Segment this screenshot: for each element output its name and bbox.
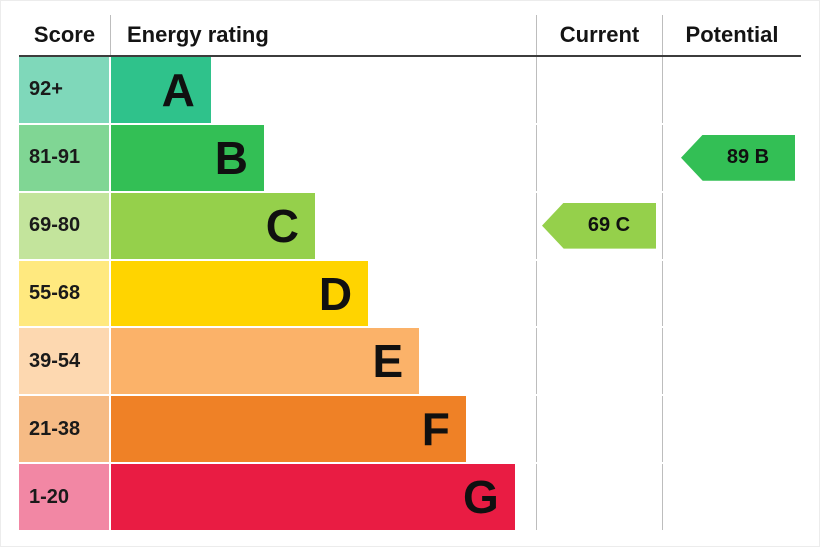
potential-arrow-label: 89 B (726, 146, 770, 169)
band-row: 39-54 E (19, 328, 801, 397)
band-bar: B (111, 124, 264, 191)
header-energy-rating: Energy rating (111, 15, 537, 55)
band-bar: G (111, 464, 515, 531)
potential-cell: 89 B (663, 125, 801, 191)
band-bar-area: E (111, 328, 537, 395)
current-arrow: 69 C (542, 202, 656, 249)
potential-cell (663, 193, 801, 259)
band-letter: E (372, 335, 404, 388)
current-cell (537, 328, 663, 395)
potential-cell (663, 328, 801, 394)
current-cell: 69 C (537, 192, 663, 259)
band-row: 21-38 F (19, 396, 801, 465)
potential-arrow: 89 B (681, 134, 795, 181)
header-score: Score (19, 15, 111, 55)
band-bar-area: G (111, 464, 537, 531)
band-score: 21-38 (19, 396, 111, 463)
chart-header: Score Energy rating Current Potential (19, 15, 801, 57)
current-cell (537, 260, 663, 327)
band-bar-area: B (111, 124, 537, 191)
current-cell (537, 124, 663, 191)
potential-cell (663, 464, 801, 530)
band-score: 69-80 (19, 192, 111, 259)
band-row: 81-91 B 89 B (19, 124, 801, 193)
band-row: 55-68 D (19, 260, 801, 329)
band-score: 81-91 (19, 124, 111, 191)
band-letter: A (161, 63, 195, 116)
potential-cell (663, 261, 801, 327)
chart-body: 92+ A 81-91 B 89 B 69-80 C 69 C 55-68 (19, 57, 801, 531)
band-bar: D (111, 260, 369, 327)
current-cell (537, 57, 663, 123)
band-bar-area: D (111, 260, 537, 327)
potential-cell (663, 57, 801, 123)
band-bar-area: A (111, 57, 537, 123)
current-cell (537, 396, 663, 463)
current-cell (537, 464, 663, 531)
band-letter: D (318, 267, 353, 320)
band-letter: G (462, 471, 499, 524)
band-score: 1-20 (19, 464, 111, 531)
band-bar-area: F (111, 396, 537, 463)
band-bar: A (111, 57, 211, 123)
band-score: 55-68 (19, 260, 111, 327)
band-bar: F (111, 396, 466, 463)
band-score: 92+ (19, 57, 111, 123)
band-letter: C (265, 199, 299, 252)
band-row: 1-20 G (19, 464, 801, 531)
band-row: 69-80 C 69 C (19, 192, 801, 261)
band-letter: F (421, 403, 450, 456)
potential-cell (663, 396, 801, 462)
band-score: 39-54 (19, 328, 111, 395)
band-bar: C (111, 192, 315, 259)
header-current: Current (537, 15, 663, 55)
header-potential: Potential (685, 22, 779, 47)
band-letter: B (214, 131, 248, 184)
band-row: 92+ A (19, 57, 801, 125)
band-bar-area: C (111, 192, 537, 259)
current-arrow-label: 69 C (587, 214, 631, 237)
band-bar: E (111, 328, 420, 395)
